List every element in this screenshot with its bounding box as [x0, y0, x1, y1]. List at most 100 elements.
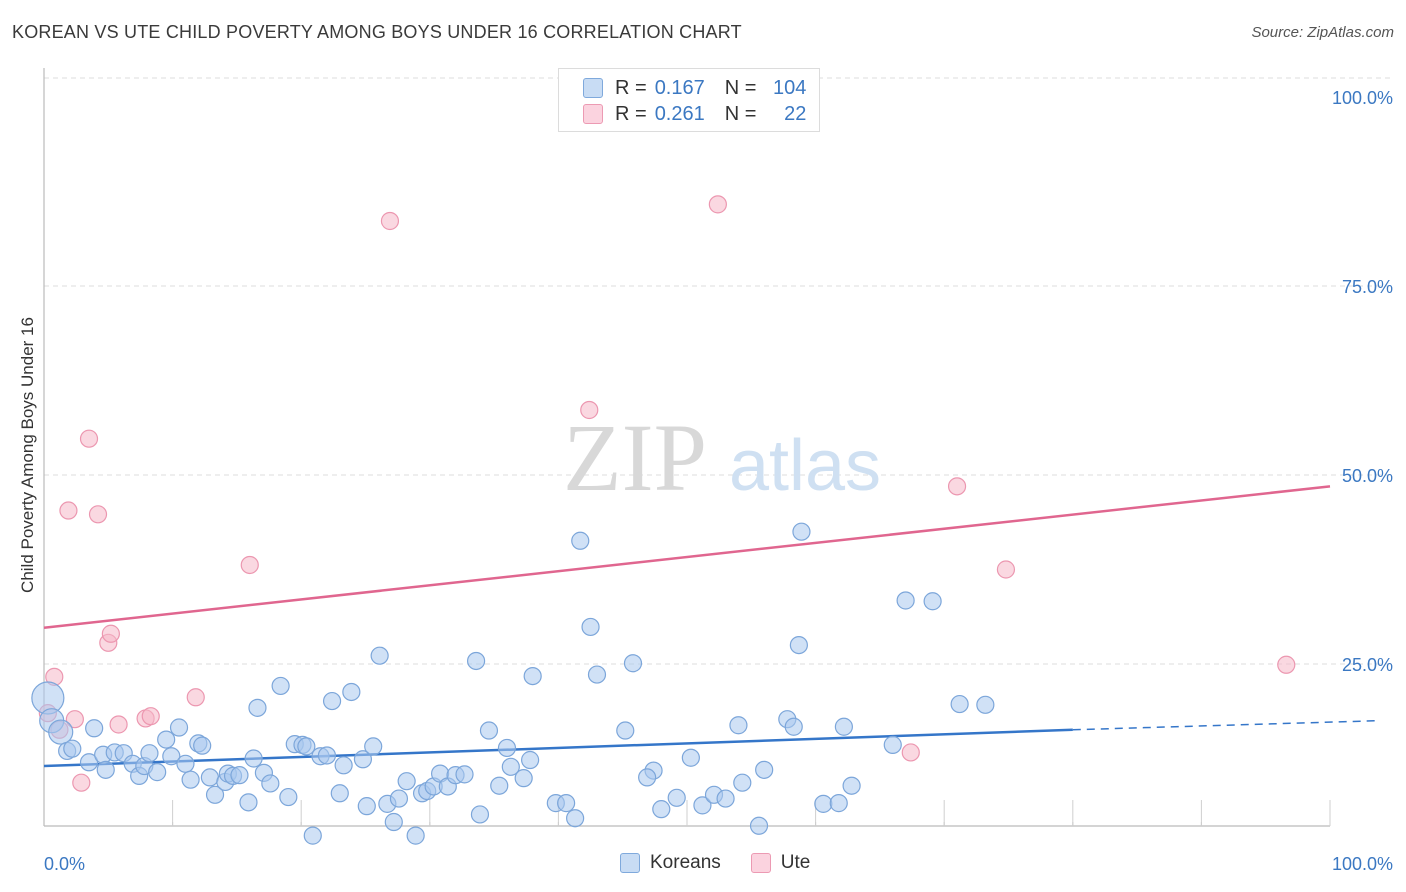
korean-point: [96, 760, 115, 779]
ute-point: [65, 710, 84, 729]
korean-point: [883, 735, 902, 754]
korean-point: [842, 776, 861, 795]
korean-point: [616, 721, 635, 740]
korean-point: [279, 787, 298, 807]
legend-row-koreans: R = 0.167 N = 104: [583, 76, 806, 100]
korean-point: [176, 754, 195, 773]
korean-point: [514, 769, 533, 788]
ute-point: [580, 400, 599, 420]
n-label: N =: [724, 102, 757, 125]
korean-point: [353, 750, 373, 769]
korean-point: [829, 794, 848, 813]
ute-trend-line: [43, 485, 1331, 629]
korean-point: [330, 784, 349, 803]
ute-point: [141, 707, 160, 726]
korean-point: [342, 682, 361, 702]
legend-label-koreans: Koreans: [650, 852, 721, 873]
korean-point: [693, 796, 712, 815]
korean-point: [587, 665, 607, 684]
watermark-atlas: atlas: [729, 426, 881, 506]
korean-point: [814, 794, 833, 813]
korean-point: [261, 774, 280, 793]
y-axis-label: Child Poverty Among Boys Under 16: [18, 317, 37, 593]
korean-point: [566, 809, 585, 828]
y-tick-label: 75.0%: [1342, 277, 1393, 297]
korean-point: [667, 788, 686, 807]
y-tick-label: 25.0%: [1342, 655, 1393, 675]
stats-legend: R = 0.167 N = 104 R = 0.261 N = 22: [558, 68, 820, 132]
ute-point: [186, 688, 205, 707]
korean-point: [157, 730, 176, 749]
ute-point: [1277, 655, 1296, 674]
watermark-zip: ZIP: [563, 404, 707, 511]
korean-point: [140, 744, 159, 763]
chart-title: KOREAN VS UTE CHILD POVERTY AMONG BOYS U…: [12, 22, 742, 42]
korean-point: [716, 789, 735, 808]
korean-point: [148, 763, 167, 782]
trend-lines: [43, 485, 1379, 768]
y-tick-label: 100.0%: [1332, 88, 1393, 108]
korean-point: [755, 760, 774, 779]
korean-point: [729, 716, 748, 735]
korean-point: [85, 719, 104, 738]
korean-point: [193, 736, 212, 755]
korean-point: [239, 793, 258, 812]
ute-point: [380, 211, 400, 231]
r-label: R =: [615, 76, 647, 99]
korean-point: [923, 592, 942, 611]
korean-point: [490, 776, 509, 795]
grid-lines: [44, 77, 1392, 665]
ute-point: [88, 505, 108, 524]
r-value: 0.167: [654, 76, 705, 99]
korean-point: [63, 739, 82, 758]
korean-point: [200, 768, 219, 787]
korean-point: [244, 749, 263, 768]
korean-point: [784, 717, 803, 736]
ute-point: [996, 560, 1016, 579]
korean-point: [48, 719, 74, 745]
korean-point: [623, 654, 643, 673]
korean-point: [384, 812, 403, 832]
korean-point: [638, 768, 657, 787]
korean-point: [834, 717, 853, 736]
korean-point: [79, 753, 99, 772]
korean-point: [357, 797, 376, 816]
source-label: Source: ZipAtlas.com: [1251, 24, 1394, 41]
korean-point: [162, 747, 181, 766]
korean-point: [205, 785, 225, 804]
korean-point: [334, 756, 353, 775]
korean-point: [571, 531, 590, 550]
n-value: 22: [784, 102, 807, 125]
ute-point: [708, 195, 727, 214]
legend-item-koreans[interactable]: Koreans: [620, 852, 721, 874]
korean-point: [466, 651, 486, 671]
korean-point: [497, 738, 517, 758]
x-tick-label: 0.0%: [44, 854, 85, 874]
legend-label-ute: Ute: [780, 852, 811, 873]
x-tick-label: 100.0%: [1332, 854, 1393, 874]
korean-point: [406, 826, 425, 845]
y-tick-label: 50.0%: [1342, 466, 1393, 486]
ute-swatch: [750, 853, 771, 873]
korean-point: [169, 718, 189, 737]
koreans-swatch: [583, 78, 603, 98]
korean-point: [297, 737, 316, 756]
data-points: [31, 195, 1296, 845]
ute-point: [109, 715, 128, 734]
koreans-trend-line: [43, 728, 1073, 768]
korean-point: [230, 766, 249, 785]
korean-point: [389, 789, 409, 808]
ute-point: [59, 501, 78, 520]
koreans-trend-extension: [1072, 719, 1379, 731]
korean-point: [521, 750, 540, 770]
korean-point: [322, 691, 342, 711]
korean-point: [789, 635, 808, 655]
n-label: N =: [724, 76, 757, 99]
n-value: 104: [773, 76, 807, 99]
korean-point: [733, 773, 752, 792]
korean-point: [397, 772, 416, 791]
tick-labels: 100.0% 75.0% 50.0% 25.0% 0.0% 100.0%: [44, 88, 1393, 874]
korean-point: [652, 800, 671, 819]
legend-item-ute[interactable]: Ute: [750, 852, 811, 874]
